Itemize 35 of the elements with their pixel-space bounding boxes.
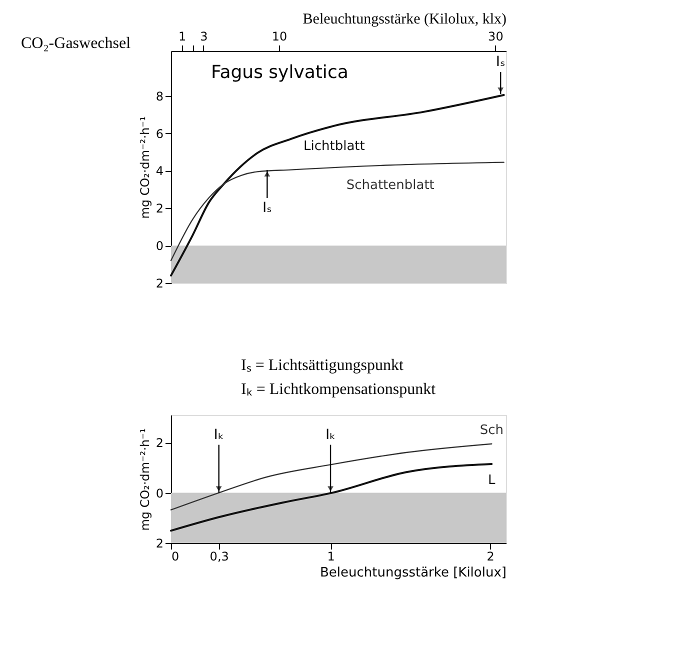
- x-axis-title: Beleuchtungsstärke [Kilolux]: [320, 566, 506, 580]
- x-tick-label: 2: [486, 550, 494, 564]
- series-label: Sch: [480, 422, 504, 438]
- x-tick-label: 30: [488, 30, 504, 44]
- x-tick-label: 10: [272, 30, 288, 44]
- annotation: Iₛ: [496, 54, 506, 70]
- text: Iₖ = Lichtkompensationspunkt: [241, 381, 436, 398]
- y-axis-title: mg CO₂·dm⁻²·h⁻¹: [138, 116, 152, 219]
- text: Iₛ = Lichtsättigungspunkt: [241, 357, 404, 374]
- x-tick-label: 3: [200, 30, 208, 44]
- series-label: Schattenblatt: [346, 178, 434, 194]
- annotation: Iₛ: [262, 200, 272, 216]
- y-tick-label: 4: [156, 164, 164, 178]
- x-tick-label: 1: [178, 30, 186, 44]
- y-tick-label: 2: [156, 202, 164, 216]
- y-tick-label: 2: [156, 276, 164, 290]
- line-series: [170, 162, 504, 262]
- y-tick-label: 6: [156, 126, 164, 141]
- annotation: Iₖ: [214, 426, 224, 443]
- text: CO₂-Gaswechsel: [21, 35, 132, 52]
- annotation: Iₖ: [325, 426, 336, 443]
- text: Fagus sylvatica: [211, 62, 348, 83]
- x-axis-title: Beleuchtungsstärke (Kilolux, klx): [302, 12, 506, 28]
- y-tick-label: 0: [156, 486, 164, 500]
- series-label: L: [488, 472, 496, 488]
- x-tick-label: 1: [327, 550, 335, 564]
- x-tick-label: 0,3: [210, 550, 229, 564]
- x-tick-label: 0: [172, 550, 180, 564]
- y-tick-label: 2: [156, 436, 164, 450]
- line-series: [170, 94, 505, 277]
- series-label: Lichtblatt: [303, 138, 365, 154]
- y-tick-label: 0: [156, 239, 164, 254]
- y-axis-title: mg CO₂·dm⁻²·h⁻¹: [138, 428, 152, 531]
- y-tick-label: 2: [156, 536, 164, 550]
- y-tick-label: 8: [156, 89, 164, 104]
